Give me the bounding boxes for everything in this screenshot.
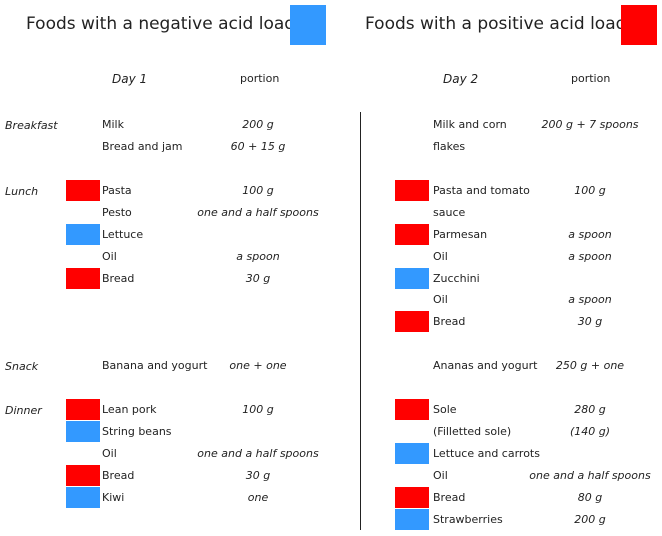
negative-acid-marker — [66, 224, 100, 245]
food-portion: one and a half spoons — [529, 469, 651, 482]
positive-acid-marker — [66, 268, 100, 289]
food-portion: 200 g — [242, 118, 274, 131]
positive-acid-marker — [395, 399, 429, 420]
food-name: Bread — [433, 315, 466, 328]
positive-acid-marker — [66, 399, 100, 420]
food-portion: 30 g — [245, 272, 271, 285]
food-name: Milk and corn — [433, 118, 507, 131]
positive-acid-marker — [66, 465, 100, 486]
positive-acid-marker — [395, 311, 429, 332]
day1-header: Day 1 — [112, 72, 148, 86]
food-portion: 250 g + one — [555, 359, 625, 372]
food-portion: 60 + 15 g — [230, 140, 286, 153]
food-name: Bread — [102, 272, 135, 285]
food-name: Milk — [102, 118, 124, 131]
food-portion: one and a half spoons — [197, 206, 319, 219]
food-portion: 200 g + 7 spoons — [541, 118, 639, 131]
food-portion: 100 g — [242, 403, 274, 416]
food-name: Kiwi — [102, 491, 125, 504]
food-name: Oil — [433, 293, 448, 306]
food-name: Bread — [102, 469, 135, 482]
food-name: Oil — [102, 447, 117, 460]
food-portion: 200 g — [574, 513, 606, 526]
food-name: Ananas and yogurt — [433, 359, 538, 372]
positive-acid-marker — [395, 180, 429, 201]
positive-acid-marker — [395, 224, 429, 245]
positive-acid-swatch — [621, 5, 657, 45]
meal-dinner: Dinner — [5, 404, 42, 417]
food-portion: one and a half spoons — [197, 447, 319, 460]
day2-portion-header: portion — [571, 72, 611, 85]
food-name: Lettuce — [102, 228, 144, 241]
negative-acid-marker — [66, 421, 100, 442]
day-divider — [360, 112, 361, 530]
food-portion: a spoon — [568, 228, 612, 241]
day2-header: Day 2 — [443, 72, 479, 86]
food-name: Lean pork — [102, 403, 157, 416]
food-name: sauce — [433, 206, 466, 219]
food-name: Bread — [433, 491, 466, 504]
negative-acid-marker — [66, 487, 100, 508]
food-portion: one + one — [229, 359, 287, 372]
food-portion: 30 g — [577, 315, 603, 328]
food-name: Strawberries — [433, 513, 503, 526]
food-portion: 30 g — [245, 469, 271, 482]
food-portion: 280 g — [574, 403, 606, 416]
food-name: Oil — [433, 469, 448, 482]
meal-breakfast: Breakfast — [5, 119, 58, 132]
negative-acid-marker — [395, 443, 429, 464]
food-portion: 80 g — [577, 491, 603, 504]
meal-lunch: Lunch — [5, 185, 39, 198]
positive-acid-marker — [395, 487, 429, 508]
food-name: Bread and jam — [102, 140, 183, 153]
food-name: Lettuce and carrots — [433, 447, 540, 460]
food-portion: a spoon — [568, 293, 612, 306]
positive-acid-marker — [66, 180, 100, 201]
negative-legend-label: Foods with a negative acid load — [26, 14, 296, 34]
food-portion: 100 g — [574, 184, 606, 197]
food-name: String beans — [102, 425, 172, 438]
food-name: Oil — [102, 250, 117, 263]
food-portion: (140 g) — [569, 425, 611, 438]
food-portion: a spoon — [236, 250, 280, 263]
food-portion: one — [247, 491, 269, 504]
food-name: Parmesan — [433, 228, 488, 241]
meal-snack: Snack — [5, 360, 39, 373]
negative-acid-marker — [395, 268, 429, 289]
negative-acid-swatch — [290, 5, 326, 45]
food-name: Oil — [433, 250, 448, 263]
food-name: Banana and yogurt — [102, 359, 208, 372]
food-portion: 100 g — [242, 184, 274, 197]
food-portion: a spoon — [568, 250, 612, 263]
positive-legend-label: Foods with a positive acid load — [365, 14, 627, 34]
food-name: Pasta and tomato — [433, 184, 530, 197]
food-name: Pasta — [102, 184, 132, 197]
food-name: Pesto — [102, 206, 132, 219]
day1-portion-header: portion — [240, 72, 280, 85]
negative-acid-marker — [395, 509, 429, 530]
food-name: (Filletted sole) — [433, 425, 512, 438]
food-name: Zucchini — [433, 272, 480, 285]
food-name: flakes — [433, 140, 466, 153]
food-name: Sole — [433, 403, 457, 416]
